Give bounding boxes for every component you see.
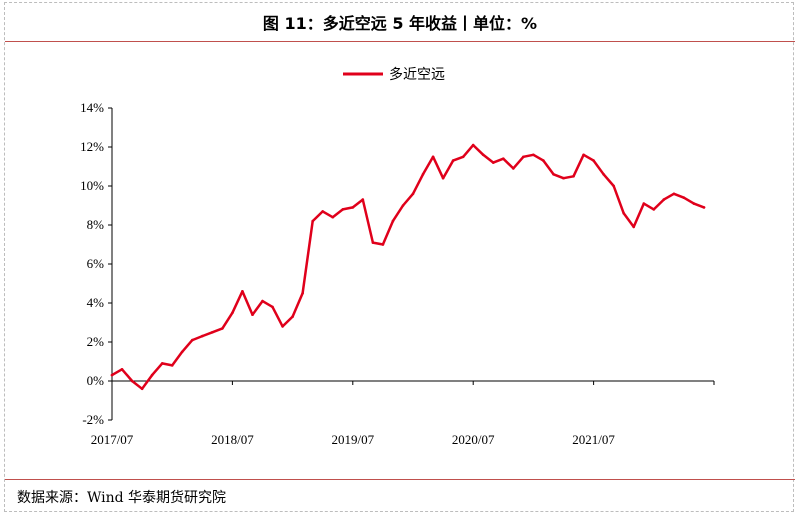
series-line	[110, 143, 706, 391]
data-point	[180, 350, 184, 354]
data-point	[481, 153, 485, 157]
data-point	[492, 161, 495, 164]
y-tick-label: 14%	[80, 100, 104, 115]
data-point	[391, 219, 395, 223]
data-point	[321, 210, 325, 213]
data-point	[241, 290, 244, 293]
x-tick-label: 2018/07	[211, 432, 254, 447]
data-point	[562, 176, 565, 180]
data-point	[682, 196, 686, 199]
data-point	[471, 143, 475, 147]
data-point	[261, 299, 264, 303]
figure-frame: 图 11：多近空远 5 年收益丨单位：% 数据来源：Wind 华泰期货研究院	[4, 2, 795, 512]
data-point	[291, 315, 294, 318]
data-point	[401, 204, 405, 207]
data-point	[361, 198, 365, 201]
data-point	[150, 373, 154, 377]
legend-label: 多近空远	[389, 66, 445, 83]
data-point	[170, 364, 174, 367]
data-point	[140, 387, 144, 391]
source-divider	[5, 479, 795, 480]
data-point	[160, 362, 164, 365]
y-tick-label: 8%	[87, 217, 105, 232]
data-point	[451, 159, 455, 162]
data-point	[341, 208, 345, 211]
title-divider	[5, 41, 795, 42]
data-point	[602, 173, 605, 176]
y-tick-label: 12%	[80, 139, 104, 154]
data-point	[120, 368, 124, 371]
data-point	[130, 379, 134, 383]
x-tick-label: 2017/07	[91, 432, 134, 447]
data-point	[351, 206, 355, 209]
data-point	[582, 153, 585, 157]
data-point	[311, 219, 315, 223]
data-point	[622, 212, 625, 215]
data-point	[642, 202, 646, 205]
data-point	[522, 155, 525, 159]
data-point	[532, 153, 535, 157]
data-point	[301, 292, 304, 295]
data-point	[692, 202, 696, 205]
data-point	[662, 198, 666, 201]
y-tick-label: 2%	[87, 334, 105, 349]
data-point	[672, 192, 676, 196]
y-tick-label: 10%	[80, 178, 104, 193]
data-point	[411, 192, 415, 196]
data-point	[612, 184, 615, 188]
data-point	[702, 206, 706, 209]
data-point	[632, 225, 635, 229]
data-point	[552, 173, 555, 176]
y-tick-label: 6%	[87, 256, 105, 271]
data-point	[441, 176, 445, 180]
x-tick-label: 2019/07	[331, 432, 374, 447]
data-point	[381, 243, 385, 246]
data-point	[251, 313, 254, 317]
data-point	[281, 325, 284, 328]
x-tick-label: 2021/07	[572, 432, 615, 447]
data-point	[231, 311, 234, 315]
data-point	[211, 331, 214, 334]
data-point	[421, 173, 425, 176]
x-tick-label: 2020/07	[452, 432, 495, 447]
y-tick-label: 4%	[87, 295, 105, 310]
source-note: 数据来源：Wind 华泰期货研究院	[17, 490, 227, 506]
data-point	[331, 215, 335, 219]
data-point	[542, 159, 545, 162]
data-point	[572, 175, 575, 178]
data-point	[221, 327, 224, 330]
data-point	[512, 167, 515, 170]
data-point	[201, 334, 204, 338]
data-point	[592, 159, 595, 162]
data-point	[502, 157, 505, 160]
y-tick-label: -2%	[82, 412, 104, 427]
data-point	[110, 373, 114, 377]
data-point	[191, 338, 194, 342]
figure-title: 图 11：多近空远 5 年收益丨单位：%	[262, 14, 538, 33]
data-point	[461, 155, 465, 159]
data-point	[652, 208, 656, 211]
data-point	[431, 155, 435, 159]
y-tick-label: 0%	[87, 373, 105, 388]
data-point	[271, 305, 274, 309]
data-point	[371, 241, 375, 244]
